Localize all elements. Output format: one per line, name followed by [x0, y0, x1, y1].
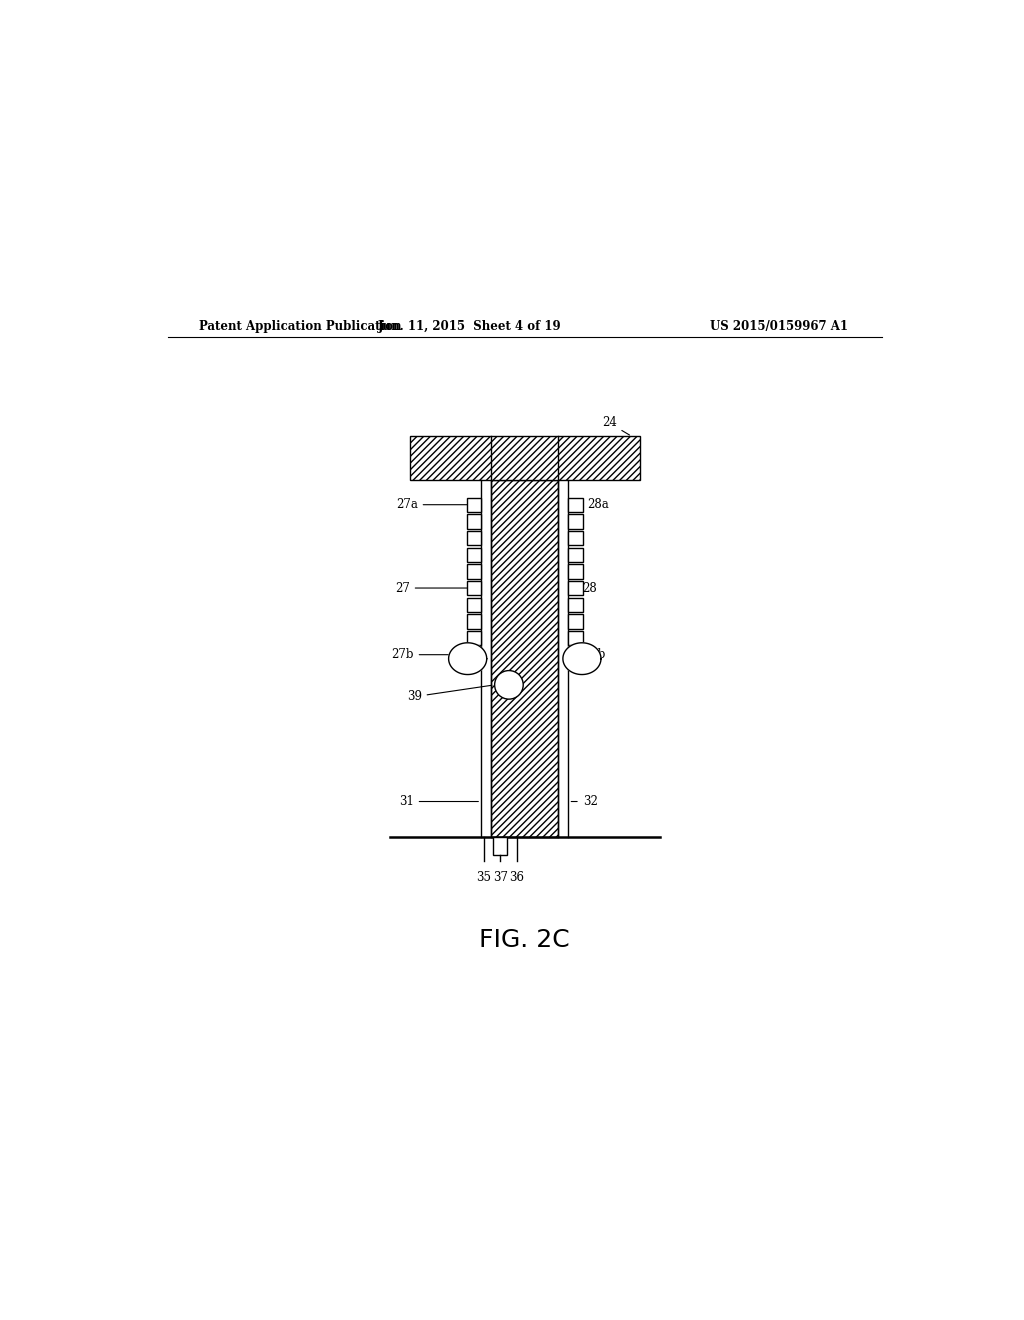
Bar	[467, 631, 481, 645]
Text: 35: 35	[476, 871, 492, 883]
Bar	[494, 837, 507, 854]
Text: 28b: 28b	[584, 648, 606, 661]
Bar	[568, 564, 583, 578]
Bar	[467, 581, 481, 595]
Bar	[467, 548, 481, 562]
Bar	[467, 564, 481, 578]
Text: 24: 24	[602, 417, 630, 436]
Text: 32: 32	[571, 795, 598, 808]
Bar	[568, 598, 583, 612]
Text: 28: 28	[575, 582, 597, 594]
Text: 31: 31	[398, 795, 478, 808]
Text: 27a: 27a	[396, 498, 471, 511]
Text: 37: 37	[493, 871, 508, 883]
Bar	[467, 498, 481, 512]
Text: 27: 27	[395, 582, 471, 594]
Text: FIG. 2C: FIG. 2C	[479, 928, 570, 953]
Text: 28a: 28a	[579, 498, 608, 511]
Text: 27b: 27b	[391, 648, 464, 661]
Bar	[568, 498, 583, 512]
Bar	[467, 614, 481, 628]
Bar	[467, 515, 481, 528]
Bar	[568, 631, 583, 645]
Bar	[467, 598, 481, 612]
Text: Patent Application Publication: Patent Application Publication	[200, 321, 402, 334]
Bar	[568, 548, 583, 562]
Bar	[492, 480, 558, 837]
Circle shape	[495, 671, 523, 700]
Polygon shape	[449, 643, 486, 675]
Bar	[568, 531, 583, 545]
Bar	[410, 437, 640, 480]
Bar	[467, 531, 481, 545]
Bar	[568, 581, 583, 595]
Text: Jun. 11, 2015  Sheet 4 of 19: Jun. 11, 2015 Sheet 4 of 19	[378, 321, 561, 334]
Bar	[568, 614, 583, 628]
Bar	[568, 515, 583, 528]
Text: 36: 36	[509, 871, 524, 883]
Text: US 2015/0159967 A1: US 2015/0159967 A1	[710, 321, 848, 334]
Polygon shape	[563, 643, 601, 675]
Text: 39: 39	[407, 685, 492, 704]
Bar	[467, 648, 481, 661]
Bar	[568, 648, 583, 661]
